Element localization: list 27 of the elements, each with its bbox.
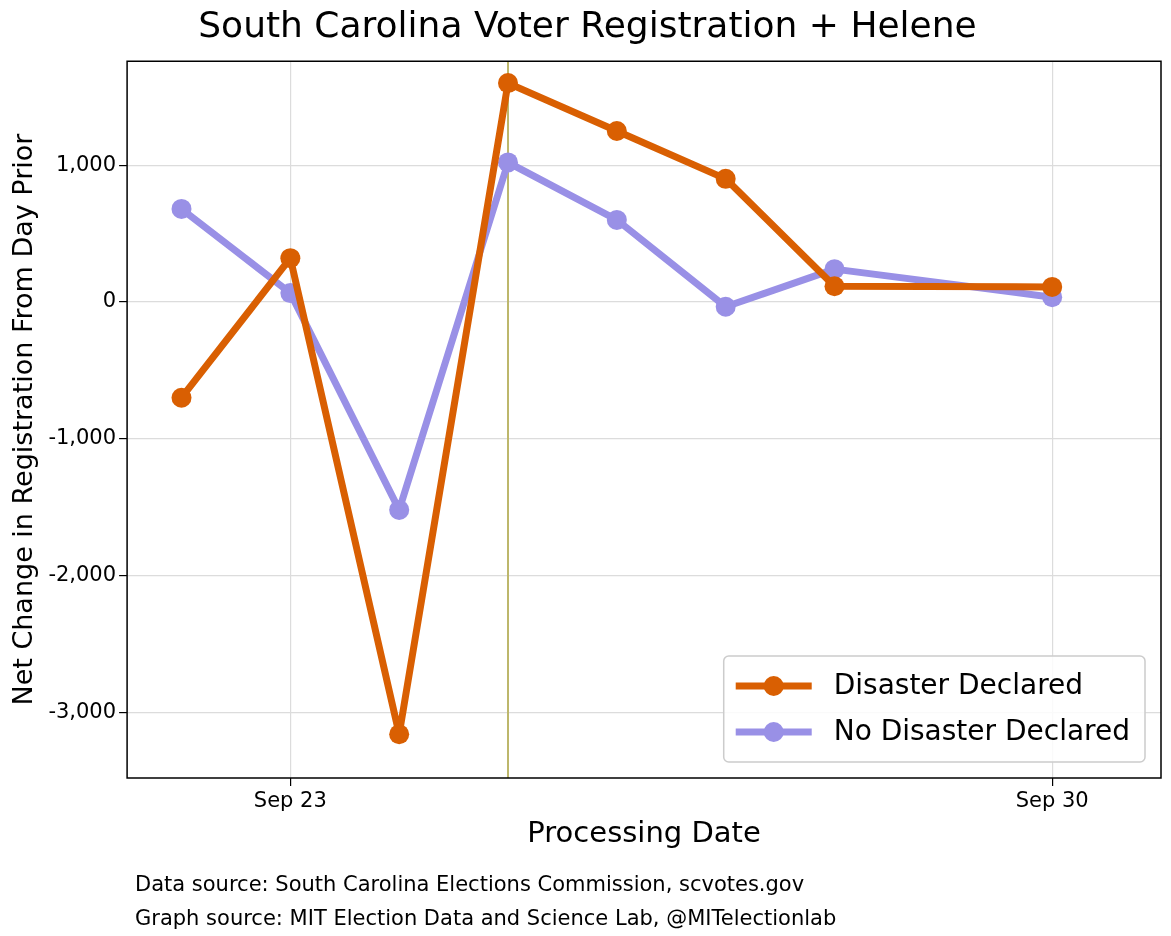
- legend-label: No Disaster Declared: [833, 714, 1131, 748]
- x-tick-label: Sep 30: [1015, 788, 1089, 813]
- point: [171, 198, 192, 219]
- point: [171, 387, 192, 408]
- y-axis-title: Net Change in Registration From Day Prior: [7, 132, 39, 706]
- x-axis-title: Processing Date: [527, 815, 761, 850]
- point: [606, 120, 627, 141]
- chart-title: South Carolina Voter Registration + Helene: [198, 3, 977, 45]
- y-tick-label: 0: [102, 288, 117, 313]
- point: [1042, 276, 1063, 297]
- point: [715, 168, 736, 189]
- y-tick-label: -1,000: [48, 425, 117, 450]
- point: [606, 209, 627, 230]
- legend-label: Disaster Declared: [833, 668, 1084, 702]
- point: [715, 296, 736, 317]
- point: [824, 276, 845, 297]
- y-tick-label: -2,000: [48, 562, 117, 586]
- point: [389, 499, 410, 520]
- point: [498, 73, 519, 94]
- source-note: Data source: South Carolina Elections Commission, scvotes.gov: [135, 872, 805, 897]
- point: [389, 724, 410, 745]
- x-tick-label: Sep 23: [253, 788, 327, 813]
- text: Graph source: MIT Election Data and Science Lab, @MITelectionlab: [135, 906, 837, 931]
- point: [498, 152, 519, 173]
- y-tick-label: 1,000: [55, 151, 117, 176]
- point: [280, 248, 301, 269]
- y-tick-label: -3,000: [48, 698, 117, 723]
